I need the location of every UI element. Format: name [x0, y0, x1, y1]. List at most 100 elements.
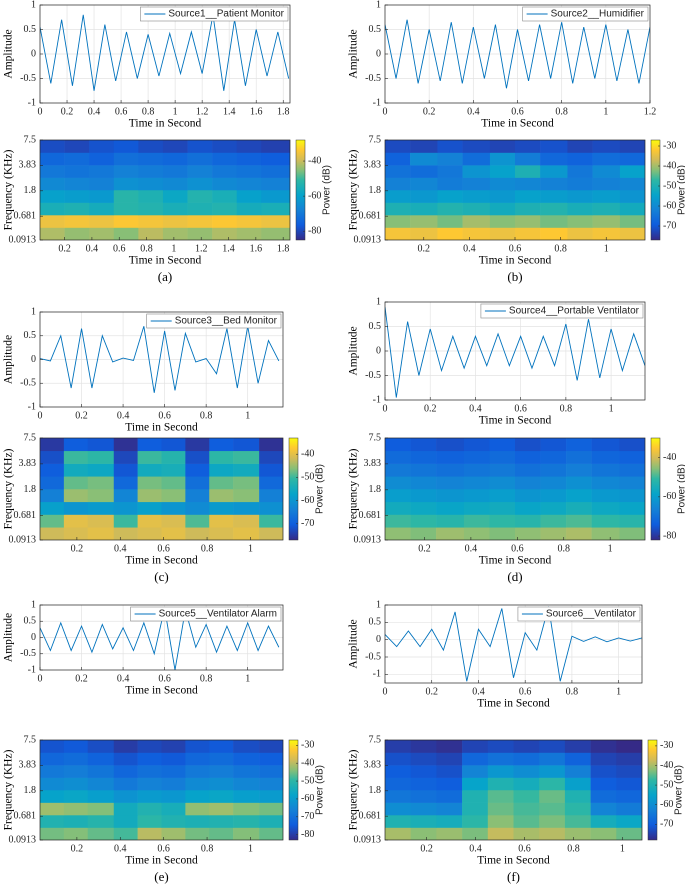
caption: (e): [154, 869, 168, 884]
heatmap-cell: [515, 227, 541, 240]
heatmap-cell: [40, 476, 65, 490]
heatmap-cell: [161, 752, 186, 766]
heatmap-cell: [567, 165, 593, 178]
heatmap-cell: [161, 501, 186, 515]
heatmap-cell: [590, 777, 617, 791]
legend-label: Source5__Ventilator Alarm: [159, 609, 277, 620]
y-tick-label: 0.5: [369, 24, 382, 35]
heatmap-cell: [209, 476, 234, 490]
heatmap-cell: [185, 802, 210, 816]
heatmap-cell: [185, 777, 210, 791]
x-tick-label: 0.2: [61, 106, 74, 117]
heatmap-cell: [113, 527, 138, 540]
legend: Source1__Patient Monitor: [140, 6, 289, 22]
caption: (f): [507, 869, 520, 884]
heatmap-cell: [89, 202, 115, 216]
heatmap-cell: [138, 227, 164, 240]
heatmap-cell: [137, 802, 162, 816]
y-tick-label: 0.0913: [9, 834, 37, 845]
colorbar-tick-label: -80: [301, 829, 314, 840]
heatmap-cell: [463, 463, 490, 477]
heatmap-cell: [462, 165, 491, 178]
heatmap-cell: [137, 765, 162, 778]
heatmap-cell: [592, 152, 621, 166]
heatmap-cell: [590, 765, 617, 778]
heatmap-cell: [113, 189, 139, 203]
heatmap-cell: [40, 514, 65, 528]
heatmap-cell: [137, 514, 162, 528]
y-tick-label: -0.5: [365, 651, 381, 662]
heatmap-cell: [619, 227, 645, 240]
y-axis-label: Amplitude: [3, 29, 15, 78]
heatmap-cell: [616, 814, 642, 828]
heatmap-cell: [489, 476, 516, 490]
colorbar-tick-label: -70: [663, 220, 676, 231]
heatmap-cell: [385, 514, 411, 528]
heatmap-cell: [113, 152, 139, 166]
heatmap-cell: [64, 202, 90, 216]
heatmap-cell: [40, 450, 65, 464]
heatmap-cell: [259, 740, 283, 753]
heatmap-cell: [89, 227, 115, 240]
heatmap-cell: [515, 488, 541, 503]
y-axis-label: Amplitude: [3, 335, 15, 384]
heatmap-cell: [187, 214, 213, 228]
heatmap-cell: [40, 777, 65, 791]
heatmap-cell: [540, 488, 567, 503]
heatmap-cell: [162, 227, 188, 240]
heatmap-cell: [436, 527, 465, 540]
heatmap-cell: [261, 140, 290, 153]
x-tick-label: 1.6: [250, 243, 263, 254]
y-tick-label: 1.8: [369, 185, 382, 196]
heatmap-cell: [489, 501, 516, 515]
y-tick-label: 0: [376, 345, 381, 356]
heatmap-cell: [566, 514, 592, 528]
heatmap-cell: [40, 814, 65, 828]
heatmap-cell: [489, 202, 516, 216]
heatmap-cell: [40, 501, 65, 515]
heatmap-cell: [87, 514, 115, 528]
heatmap-cell: [161, 514, 186, 528]
colorbar-tick-label: -60: [301, 495, 314, 506]
heatmap-cell: [259, 463, 283, 477]
x-tick-label: 1.2: [196, 106, 209, 117]
heatmap-cell: [185, 488, 210, 503]
heatmap-cell: [209, 438, 234, 452]
y-tick-label: 3.83: [364, 760, 382, 771]
x-tick-label: 0.8: [566, 686, 579, 697]
x-tick-label: 1: [171, 243, 176, 254]
y-tick-label: -1: [373, 394, 381, 405]
heatmap-cell: [564, 789, 591, 803]
heatmap-cell: [209, 777, 234, 791]
y-tick-label: -0.5: [20, 73, 36, 84]
x-tick-label: 0: [38, 106, 43, 117]
colorbar-label: Power (dB): [315, 765, 326, 815]
heatmap-cell: [212, 189, 238, 203]
axes-frame: [384, 604, 643, 684]
heatmap-cell: [619, 450, 645, 464]
x-tick-label: 1: [245, 673, 250, 684]
x-tick-label: 0.4: [117, 410, 130, 421]
y-tick-label: -1: [373, 97, 381, 108]
y-tick-label: 0.0913: [354, 534, 382, 545]
heatmap-cell: [261, 202, 290, 216]
heatmap-cell: [113, 514, 138, 528]
heatmap-cell: [515, 140, 541, 153]
heatmap-cell: [233, 438, 260, 452]
heatmap-cell: [236, 177, 262, 191]
heatmap-cell: [591, 463, 620, 477]
heatmap-cell: [63, 752, 89, 766]
heatmap-cell: [462, 802, 489, 816]
heatmap-cell: [566, 501, 592, 515]
heatmap-cell: [385, 789, 411, 803]
heatmap-cell: [161, 827, 186, 840]
heatmap-cell: [162, 152, 188, 166]
x-tick-label: 0.6: [519, 686, 532, 697]
heatmap-cell: [515, 463, 541, 477]
heatmap-cell: [540, 501, 567, 515]
heatmap-cell: [540, 514, 567, 528]
heatmap-cell: [616, 752, 642, 766]
heatmap-cell: [591, 501, 620, 515]
heatmap-cell: [64, 152, 90, 166]
x-tick-label: 0.8: [200, 673, 213, 684]
